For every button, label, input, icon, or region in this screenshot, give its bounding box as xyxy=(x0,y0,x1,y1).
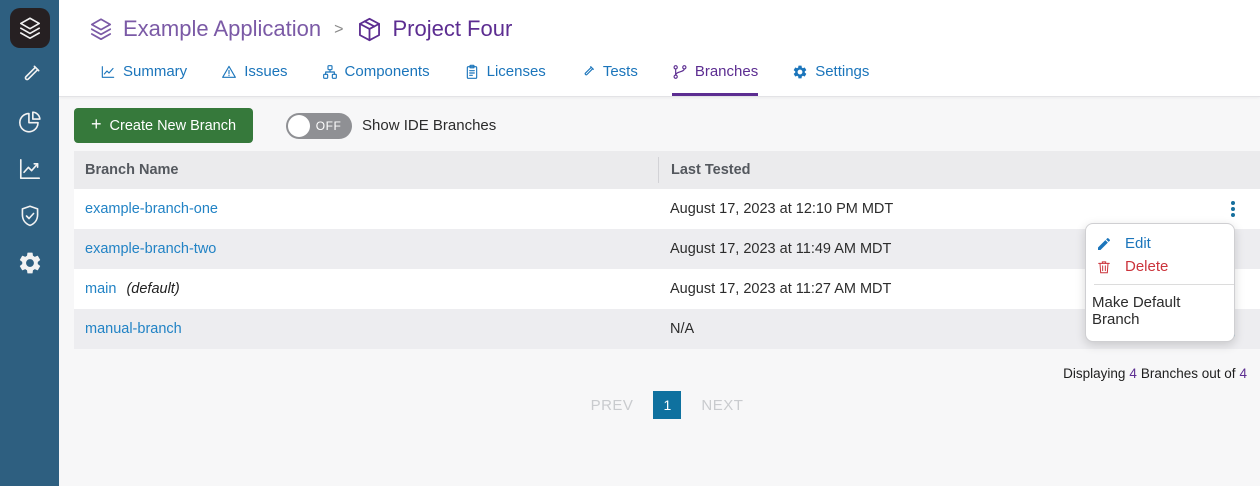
line-chart-icon xyxy=(19,158,40,179)
application-layers-icon xyxy=(90,18,112,41)
last-tested-value: N/A xyxy=(670,321,695,337)
licenses-clipboard-icon xyxy=(466,64,477,79)
plus-icon: + xyxy=(91,114,102,134)
breadcrumb: Example Application > Project Four xyxy=(88,8,1260,50)
branches-toolbar: + Create New Branch OFF Show IDE Branche… xyxy=(74,108,1260,143)
edit-label: Edit xyxy=(1125,235,1151,252)
breadcrumb-application[interactable]: Example Application xyxy=(123,16,322,41)
column-header-last-tested[interactable]: Last Tested xyxy=(658,157,1260,183)
sidebar-item-trends[interactable] xyxy=(0,145,59,192)
branch-link[interactable]: example-branch-two xyxy=(85,241,217,257)
last-tested-value: August 17, 2023 at 12:10 PM MDT xyxy=(670,201,894,217)
tab-licenses[interactable]: Licenses xyxy=(464,63,546,96)
breadcrumb-project[interactable]: Project Four xyxy=(392,16,513,41)
branches-content: + Create New Branch OFF Show IDE Branche… xyxy=(59,97,1260,419)
sidebar xyxy=(0,0,59,486)
context-menu-separator xyxy=(1094,284,1234,285)
results-summary: Displaying 4 Branches out of 4 xyxy=(74,366,1247,381)
trash-delete-icon xyxy=(1098,260,1110,273)
tab-components[interactable]: Components xyxy=(322,63,430,96)
shield-check-icon xyxy=(21,204,38,226)
branch-link[interactable]: example-branch-one xyxy=(85,201,218,217)
app-logo-button[interactable] xyxy=(9,8,50,48)
top-bar: Example Application > Project Four Summa… xyxy=(59,0,1260,97)
tab-settings[interactable]: Settings xyxy=(792,63,869,96)
table-row: main (default) August 17, 2023 at 11:27 … xyxy=(74,269,1260,309)
sidebar-item-settings[interactable] xyxy=(0,239,59,286)
issues-warning-icon xyxy=(222,65,237,78)
settings-gear-icon xyxy=(793,65,807,78)
tests-tube-icon xyxy=(584,65,594,75)
tab-label: Settings xyxy=(815,63,870,80)
summary-prefix: Displaying xyxy=(1063,366,1126,381)
sidebar-item-tests[interactable] xyxy=(0,51,59,98)
project-cube-icon xyxy=(359,17,381,41)
tab-summary[interactable]: Summary xyxy=(100,63,187,96)
row-kebab-menu-icon[interactable] xyxy=(1228,198,1238,220)
show-ide-branches-toggle[interactable]: OFF xyxy=(286,112,353,139)
pagination-prev-button[interactable]: PREV xyxy=(590,396,634,414)
toggle-knob xyxy=(288,114,311,137)
show-ide-branches-label: Show IDE Branches xyxy=(362,117,497,134)
tab-label: Tests xyxy=(602,63,638,80)
test-tube-icon xyxy=(24,65,39,80)
table-row: example-branch-one August 17, 2023 at 12… xyxy=(74,189,1260,229)
table-row: manual-branch N/A xyxy=(74,309,1260,349)
layers-icon xyxy=(19,17,40,39)
ide-branches-toggle-group: OFF Show IDE Branches xyxy=(286,112,497,139)
tab-label: Licenses xyxy=(486,63,546,80)
breadcrumb-separator: > xyxy=(334,21,344,38)
table-row: example-branch-two August 17, 2023 at 11… xyxy=(74,229,1260,269)
column-header-branch-name[interactable]: Branch Name xyxy=(85,162,179,178)
branches-git-icon xyxy=(673,64,687,79)
tab-tests[interactable]: Tests xyxy=(580,63,638,96)
context-menu-make-default-branch[interactable]: Make Default Branch xyxy=(1092,294,1181,328)
components-sitemap-icon xyxy=(322,64,337,79)
last-tested-value: August 17, 2023 at 11:27 AM MDT xyxy=(670,281,892,297)
delete-label: Delete xyxy=(1125,258,1169,275)
summary-count[interactable]: 4 xyxy=(1129,366,1137,381)
table-header-row: Branch Name Last Tested xyxy=(74,151,1260,189)
summary-chart-icon xyxy=(101,65,115,78)
summary-middle: Branches out of xyxy=(1140,366,1236,381)
sidebar-item-security[interactable] xyxy=(0,192,59,239)
create-new-branch-label: Create New Branch xyxy=(109,117,237,134)
branches-table: Branch Name Last Tested example-branch-o… xyxy=(74,151,1260,349)
pie-chart-icon xyxy=(18,110,41,133)
branch-row-context-menu: Edit Delete Make Default Branch xyxy=(1085,223,1235,342)
tab-label: Components xyxy=(344,63,430,80)
tab-issues[interactable]: Issues xyxy=(221,63,288,96)
gear-icon xyxy=(19,252,40,273)
pencil-edit-icon xyxy=(1098,237,1111,250)
context-menu-delete[interactable]: Delete xyxy=(1086,255,1234,278)
branch-link[interactable]: manual-branch xyxy=(85,321,182,337)
pagination: PREV 1 NEXT xyxy=(74,391,1260,419)
tab-label: Branches xyxy=(694,63,759,80)
last-tested-value: August 17, 2023 at 11:49 AM MDT xyxy=(670,241,892,257)
pagination-current-page[interactable]: 1 xyxy=(653,391,682,419)
tab-label: Summary xyxy=(123,63,188,80)
main-area: Example Application > Project Four Summa… xyxy=(59,0,1260,486)
context-menu-edit[interactable]: Edit xyxy=(1086,232,1234,255)
create-new-branch-button[interactable]: + Create New Branch xyxy=(74,108,254,143)
pagination-next-button[interactable]: NEXT xyxy=(701,396,744,414)
tab-branches[interactable]: Branches xyxy=(671,63,759,96)
branch-link[interactable]: main xyxy=(85,281,117,297)
tab-label: Issues xyxy=(244,63,288,80)
branch-default-suffix: (default) xyxy=(126,281,180,297)
summary-total[interactable]: 4 xyxy=(1239,366,1247,381)
toggle-state-label: OFF xyxy=(315,118,342,133)
tab-bar: Summary Issues Components Licenses xyxy=(100,63,1260,96)
sidebar-item-reports[interactable] xyxy=(0,98,59,145)
